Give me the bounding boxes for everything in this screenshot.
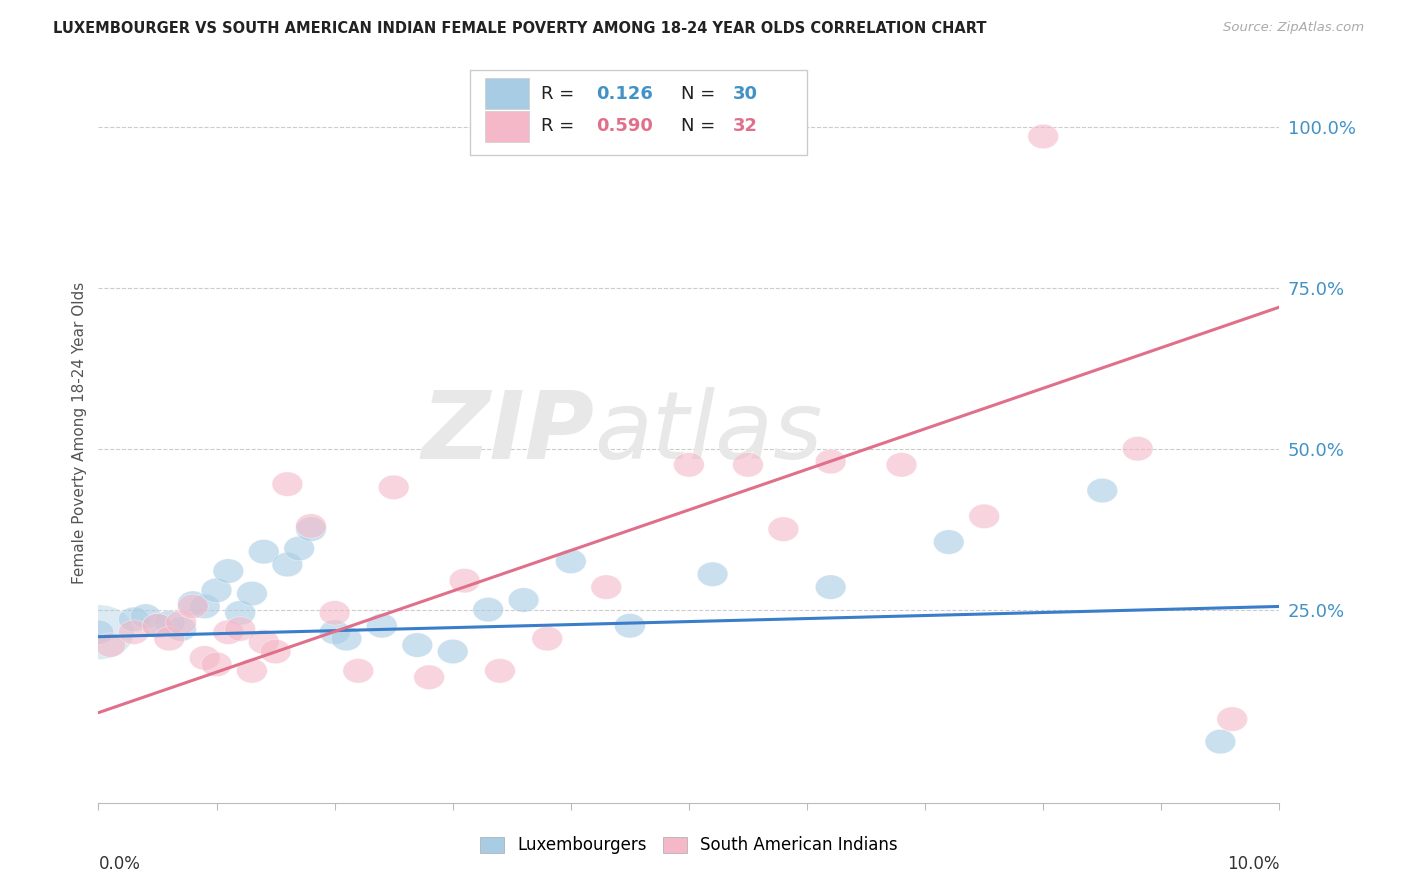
Ellipse shape xyxy=(153,610,184,635)
Ellipse shape xyxy=(190,594,221,619)
Ellipse shape xyxy=(212,620,243,644)
Text: 32: 32 xyxy=(733,117,758,135)
Ellipse shape xyxy=(449,568,479,593)
Ellipse shape xyxy=(413,665,444,690)
Text: 0.590: 0.590 xyxy=(596,117,652,135)
Ellipse shape xyxy=(472,598,503,622)
Ellipse shape xyxy=(225,600,256,625)
Ellipse shape xyxy=(1028,124,1059,149)
Ellipse shape xyxy=(697,562,728,586)
Ellipse shape xyxy=(1122,436,1153,461)
Ellipse shape xyxy=(177,594,208,619)
Ellipse shape xyxy=(768,517,799,541)
FancyBboxPatch shape xyxy=(485,111,530,142)
Text: R =: R = xyxy=(541,117,581,135)
Legend: Luxembourgers, South American Indians: Luxembourgers, South American Indians xyxy=(474,830,904,861)
Ellipse shape xyxy=(271,552,302,577)
Ellipse shape xyxy=(142,614,173,638)
Text: N =: N = xyxy=(681,85,721,103)
Text: LUXEMBOURGER VS SOUTH AMERICAN INDIAN FEMALE POVERTY AMONG 18-24 YEAR OLDS CORRE: LUXEMBOURGER VS SOUTH AMERICAN INDIAN FE… xyxy=(53,21,987,36)
Ellipse shape xyxy=(886,452,917,477)
Ellipse shape xyxy=(94,632,125,657)
Ellipse shape xyxy=(284,536,315,561)
Ellipse shape xyxy=(190,646,221,670)
Ellipse shape xyxy=(531,626,562,651)
Ellipse shape xyxy=(319,620,350,644)
Ellipse shape xyxy=(236,658,267,683)
Ellipse shape xyxy=(249,540,280,564)
Ellipse shape xyxy=(815,575,846,599)
Ellipse shape xyxy=(591,575,621,599)
Ellipse shape xyxy=(343,658,374,683)
Ellipse shape xyxy=(201,652,232,677)
Ellipse shape xyxy=(295,514,326,538)
Ellipse shape xyxy=(378,475,409,500)
Ellipse shape xyxy=(1087,478,1118,503)
Ellipse shape xyxy=(485,658,516,683)
Y-axis label: Female Poverty Among 18-24 Year Olds: Female Poverty Among 18-24 Year Olds xyxy=(72,282,87,583)
Ellipse shape xyxy=(212,558,243,583)
Text: 30: 30 xyxy=(733,85,758,103)
Ellipse shape xyxy=(236,582,267,606)
Ellipse shape xyxy=(815,450,846,474)
Ellipse shape xyxy=(402,632,433,657)
Ellipse shape xyxy=(330,626,361,651)
Ellipse shape xyxy=(271,472,302,496)
Ellipse shape xyxy=(555,549,586,574)
Ellipse shape xyxy=(673,452,704,477)
Ellipse shape xyxy=(166,610,197,635)
Text: R =: R = xyxy=(541,85,581,103)
Ellipse shape xyxy=(118,620,149,644)
Ellipse shape xyxy=(177,591,208,615)
Ellipse shape xyxy=(142,614,173,638)
Ellipse shape xyxy=(63,605,134,659)
Ellipse shape xyxy=(118,607,149,632)
Ellipse shape xyxy=(969,504,1000,529)
Text: Source: ZipAtlas.com: Source: ZipAtlas.com xyxy=(1223,21,1364,34)
Ellipse shape xyxy=(249,630,280,654)
FancyBboxPatch shape xyxy=(471,70,807,155)
Ellipse shape xyxy=(166,616,197,641)
Ellipse shape xyxy=(437,640,468,664)
Ellipse shape xyxy=(260,640,291,664)
Ellipse shape xyxy=(201,578,232,603)
Ellipse shape xyxy=(295,517,326,541)
Ellipse shape xyxy=(508,588,538,612)
Text: 0.0%: 0.0% xyxy=(98,855,141,872)
Ellipse shape xyxy=(153,626,184,651)
Ellipse shape xyxy=(367,614,398,638)
Text: atlas: atlas xyxy=(595,387,823,478)
FancyBboxPatch shape xyxy=(485,78,530,109)
Ellipse shape xyxy=(319,600,350,625)
Ellipse shape xyxy=(131,604,162,628)
Ellipse shape xyxy=(733,452,763,477)
Ellipse shape xyxy=(614,614,645,638)
Text: 10.0%: 10.0% xyxy=(1227,855,1279,872)
Ellipse shape xyxy=(1205,730,1236,754)
Ellipse shape xyxy=(83,620,114,644)
Text: ZIP: ZIP xyxy=(422,386,595,479)
Text: 0.126: 0.126 xyxy=(596,85,652,103)
Ellipse shape xyxy=(934,530,965,554)
Text: N =: N = xyxy=(681,117,721,135)
Ellipse shape xyxy=(1216,706,1247,731)
Ellipse shape xyxy=(225,616,256,641)
